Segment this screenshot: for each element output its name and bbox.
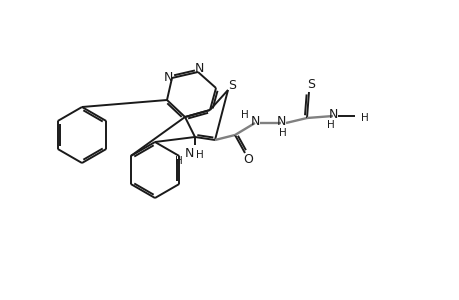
Text: H: H xyxy=(196,150,203,160)
Text: H: H xyxy=(175,156,183,166)
Text: S: S xyxy=(306,77,314,91)
Text: N: N xyxy=(328,107,337,121)
Text: H: H xyxy=(360,113,368,123)
Text: N: N xyxy=(163,70,172,83)
Text: N: N xyxy=(194,61,203,74)
Text: N: N xyxy=(184,146,193,160)
Text: H: H xyxy=(326,120,334,130)
Text: H: H xyxy=(279,128,286,138)
Text: O: O xyxy=(242,152,252,166)
Text: H: H xyxy=(241,110,248,120)
Text: S: S xyxy=(228,79,235,92)
Text: N: N xyxy=(250,115,259,128)
Text: N: N xyxy=(276,115,285,128)
